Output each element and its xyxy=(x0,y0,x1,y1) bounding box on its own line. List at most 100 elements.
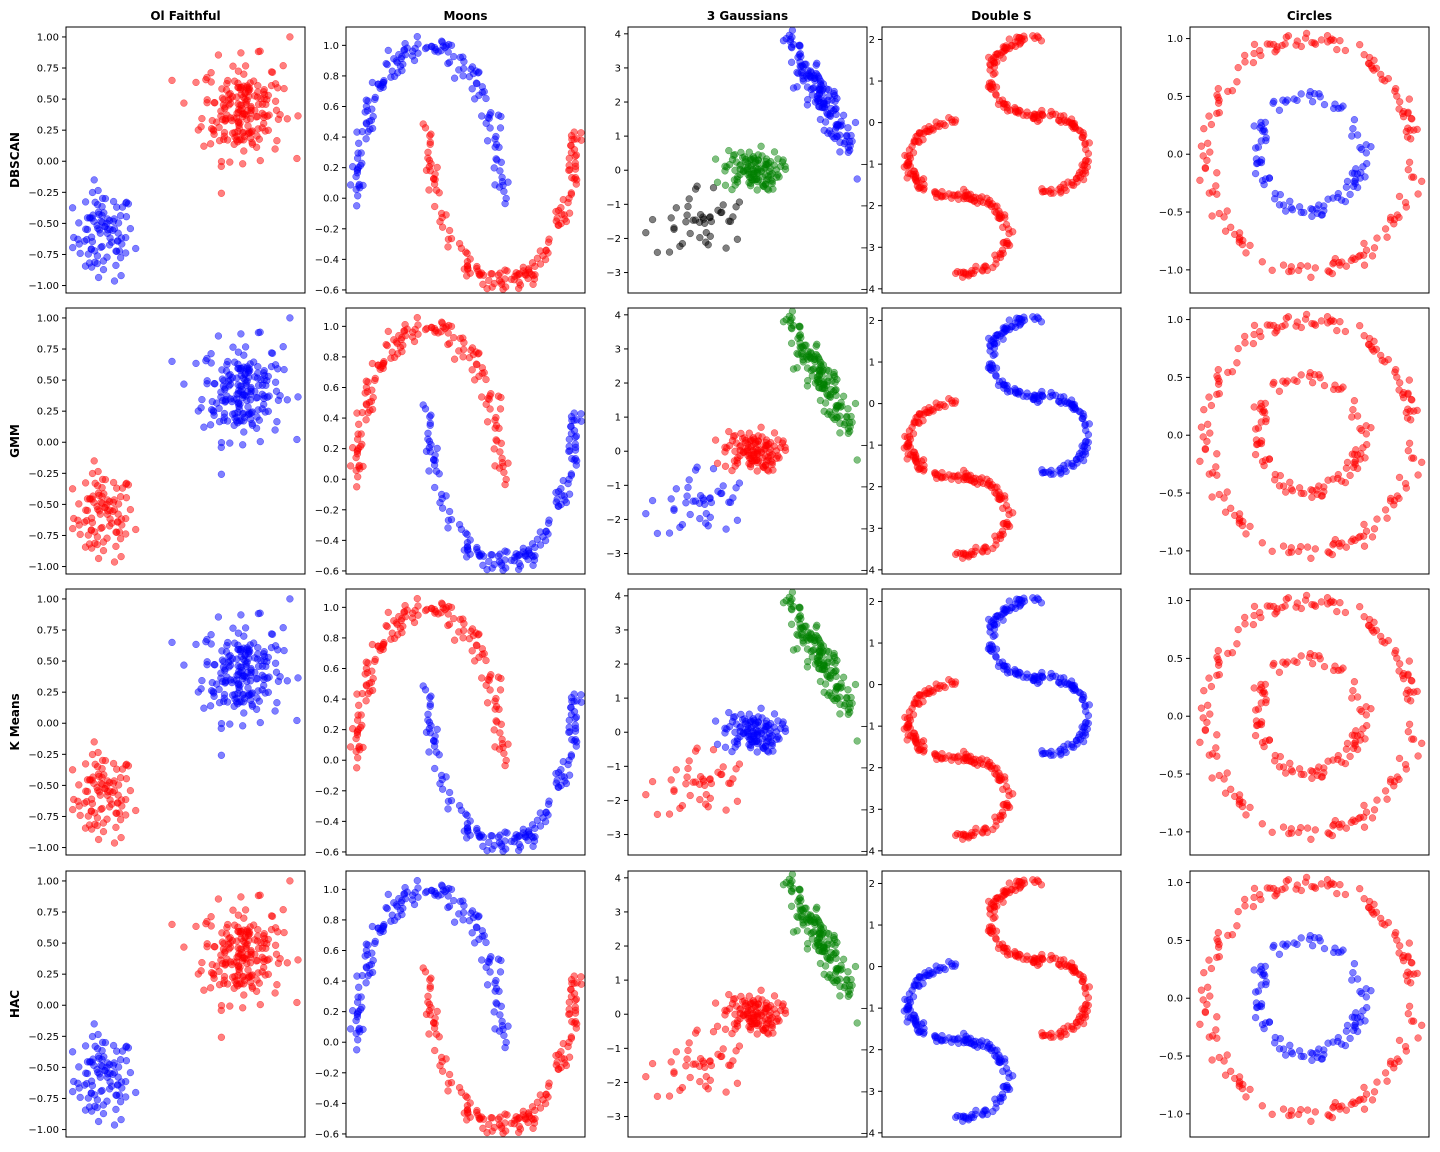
data-point xyxy=(1045,187,1053,195)
data-point xyxy=(906,716,915,725)
data-point xyxy=(206,140,215,148)
data-point xyxy=(274,365,282,373)
y-tick-label: −0.50 xyxy=(28,781,59,792)
data-point xyxy=(1224,87,1232,96)
data-point xyxy=(85,1103,94,1111)
data-point xyxy=(653,529,662,538)
data-point xyxy=(818,86,826,95)
data-point xyxy=(469,631,478,640)
data-point xyxy=(736,442,744,451)
data-point xyxy=(950,472,959,480)
data-point xyxy=(567,471,576,479)
data-point xyxy=(573,697,581,705)
data-point xyxy=(1414,471,1422,479)
data-point xyxy=(672,485,680,493)
data-point xyxy=(450,52,458,61)
y-tick-label: −4 xyxy=(860,846,875,857)
data-point xyxy=(430,737,438,745)
data-point xyxy=(986,60,994,68)
data-point xyxy=(82,506,90,514)
y-tick-label: 0 xyxy=(615,166,621,177)
data-point xyxy=(273,137,281,145)
data-point xyxy=(1287,829,1296,837)
data-point xyxy=(410,618,419,627)
data-point xyxy=(240,698,248,706)
data-point xyxy=(494,673,503,681)
data-point xyxy=(1279,261,1288,269)
data-point xyxy=(497,158,505,166)
data-point xyxy=(531,262,539,270)
data-point xyxy=(490,164,498,172)
data-point xyxy=(1301,315,1310,323)
data-point xyxy=(1386,216,1395,224)
data-point xyxy=(437,490,446,499)
data-point xyxy=(1361,173,1369,181)
column-title: 3 Gaussians xyxy=(707,9,788,23)
data-point xyxy=(1350,116,1359,124)
data-point xyxy=(1271,610,1279,618)
data-point xyxy=(1034,595,1043,604)
y-tick-label: −1 xyxy=(860,441,875,452)
data-point xyxy=(283,115,291,123)
data-point xyxy=(364,378,372,386)
data-point xyxy=(1234,625,1242,634)
data-point xyxy=(197,685,205,693)
data-point xyxy=(236,663,244,671)
data-point xyxy=(93,259,101,268)
data-point xyxy=(1271,48,1279,56)
data-point xyxy=(779,718,787,726)
data-point xyxy=(122,760,131,768)
data-point xyxy=(1035,391,1044,399)
data-point xyxy=(250,639,258,647)
data-point xyxy=(495,276,504,285)
data-point xyxy=(557,766,565,774)
data-point xyxy=(933,684,941,692)
data-point xyxy=(444,805,452,813)
data-point xyxy=(682,499,690,507)
data-point xyxy=(533,816,542,824)
data-point xyxy=(469,69,478,78)
data-point xyxy=(353,128,361,136)
data-point xyxy=(757,142,765,150)
data-point xyxy=(426,700,434,708)
data-point xyxy=(267,68,276,76)
data-point xyxy=(197,404,205,412)
data-point xyxy=(648,215,657,224)
data-point xyxy=(256,328,264,336)
data-point xyxy=(1378,356,1386,364)
data-point xyxy=(217,107,225,115)
data-point xyxy=(565,728,573,736)
data-point xyxy=(1338,820,1346,828)
data-point xyxy=(126,224,135,233)
data-point xyxy=(1367,705,1375,713)
data-point xyxy=(1383,514,1391,522)
y-tick-label: 0 xyxy=(615,728,621,739)
data-point xyxy=(825,654,833,662)
y-tick-label: 1.0 xyxy=(1167,34,1183,45)
data-point xyxy=(433,163,441,172)
data-point xyxy=(642,510,650,518)
data-point xyxy=(463,820,472,828)
data-point xyxy=(94,273,103,282)
data-point xyxy=(789,321,798,330)
data-point xyxy=(1213,471,1221,479)
data-point xyxy=(222,397,230,405)
data-point xyxy=(1023,108,1031,116)
data-point xyxy=(1360,542,1369,550)
data-point xyxy=(1071,684,1079,693)
data-point xyxy=(1269,99,1277,107)
data-point xyxy=(1349,182,1358,191)
data-point xyxy=(1205,751,1213,759)
data-point xyxy=(424,429,432,437)
data-point xyxy=(831,97,839,105)
data-point xyxy=(110,558,119,566)
data-point xyxy=(85,540,94,548)
data-point xyxy=(1081,450,1090,458)
data-point xyxy=(203,635,211,644)
data-point xyxy=(1081,169,1090,177)
data-point xyxy=(1257,51,1265,60)
data-point xyxy=(745,710,753,718)
data-point xyxy=(1275,763,1284,771)
data-point xyxy=(437,47,445,55)
